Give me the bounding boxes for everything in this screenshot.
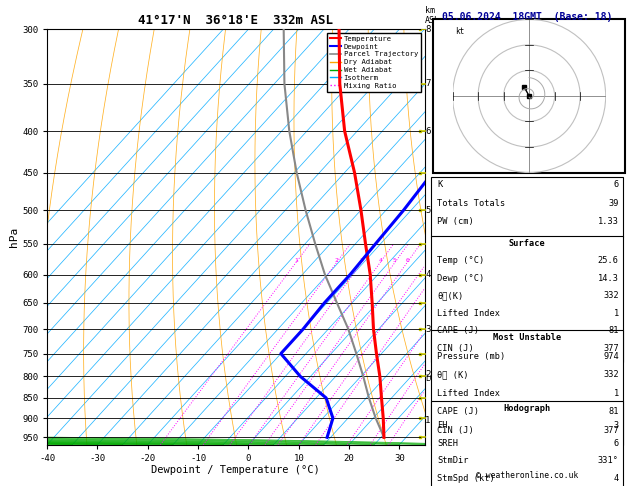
Text: Hodograph: Hodograph — [503, 404, 551, 413]
Text: Dewp (°C): Dewp (°C) — [437, 274, 485, 283]
Text: 05.06.2024  18GMT  (Base: 18): 05.06.2024 18GMT (Base: 18) — [442, 12, 612, 22]
Bar — [431, 330, 623, 445]
Text: Totals Totals: Totals Totals — [437, 199, 506, 208]
Text: 7: 7 — [425, 79, 431, 88]
Text: 1: 1 — [294, 258, 298, 262]
Text: 39: 39 — [608, 199, 619, 208]
Title: 41°17'N  36°18'E  332m ASL: 41°17'N 36°18'E 332m ASL — [138, 14, 333, 27]
Text: PW (cm): PW (cm) — [437, 217, 474, 226]
Text: Surface: Surface — [509, 239, 545, 248]
Text: 2: 2 — [425, 370, 431, 379]
Text: kt: kt — [455, 27, 464, 36]
Text: 1: 1 — [425, 416, 431, 425]
Text: 6: 6 — [405, 258, 409, 262]
Text: 1: 1 — [613, 309, 619, 318]
Text: © weatheronline.co.uk: © weatheronline.co.uk — [476, 471, 578, 480]
Text: 1: 1 — [613, 389, 619, 398]
Legend: Temperature, Dewpoint, Parcel Trajectory, Dry Adiabat, Wet Adiabat, Isotherm, Mi: Temperature, Dewpoint, Parcel Trajectory… — [327, 33, 421, 92]
Text: LCL: LCL — [425, 374, 439, 383]
X-axis label: Dewpoint / Temperature (°C): Dewpoint / Temperature (°C) — [152, 466, 320, 475]
Text: 974: 974 — [603, 352, 619, 361]
Text: 331°: 331° — [598, 456, 619, 466]
Text: 81: 81 — [608, 326, 619, 335]
Text: StmDir: StmDir — [437, 456, 469, 466]
Text: 5: 5 — [393, 258, 397, 262]
Text: CIN (J): CIN (J) — [437, 426, 474, 435]
Text: Most Unstable: Most Unstable — [493, 333, 561, 343]
Text: 4: 4 — [613, 474, 619, 483]
Text: 1.33: 1.33 — [598, 217, 619, 226]
Text: 332: 332 — [603, 291, 619, 300]
Text: θᴄ(K): θᴄ(K) — [437, 291, 464, 300]
Text: Pressure (mb): Pressure (mb) — [437, 352, 506, 361]
Text: StmSpd (kt): StmSpd (kt) — [437, 474, 495, 483]
Text: 4: 4 — [425, 270, 431, 279]
Text: CAPE (J): CAPE (J) — [437, 407, 479, 417]
Text: 2: 2 — [335, 258, 338, 262]
Text: 377: 377 — [603, 426, 619, 435]
Text: Temp (°C): Temp (°C) — [437, 256, 485, 265]
Bar — [431, 177, 623, 237]
Text: 6: 6 — [613, 180, 619, 190]
Text: K: K — [437, 180, 443, 190]
Text: 8: 8 — [425, 25, 431, 34]
Text: 6: 6 — [613, 439, 619, 448]
Text: EH: EH — [437, 421, 448, 431]
Text: Lifted Index: Lifted Index — [437, 309, 501, 318]
Text: 3: 3 — [425, 325, 431, 334]
Bar — [433, 19, 625, 173]
Bar — [431, 236, 623, 362]
Text: 25.6: 25.6 — [598, 256, 619, 265]
Text: 14.3: 14.3 — [598, 274, 619, 283]
Text: CIN (J): CIN (J) — [437, 344, 474, 353]
Text: 3: 3 — [360, 258, 364, 262]
Text: 6: 6 — [425, 126, 431, 136]
Text: SREH: SREH — [437, 439, 459, 448]
Text: θᴄ (K): θᴄ (K) — [437, 370, 469, 380]
Y-axis label: hPa: hPa — [9, 227, 19, 247]
Bar — [431, 401, 623, 486]
Text: 5: 5 — [425, 206, 431, 214]
Text: 3: 3 — [613, 421, 619, 431]
Text: Lifted Index: Lifted Index — [437, 389, 501, 398]
Text: 81: 81 — [608, 407, 619, 417]
Text: CAPE (J): CAPE (J) — [437, 326, 479, 335]
Text: Mixing Ratio (g/kg): Mixing Ratio (g/kg) — [445, 190, 454, 284]
Text: 377: 377 — [603, 344, 619, 353]
Text: 4: 4 — [378, 258, 382, 262]
Text: 332: 332 — [603, 370, 619, 380]
Text: km
ASL: km ASL — [425, 6, 440, 25]
